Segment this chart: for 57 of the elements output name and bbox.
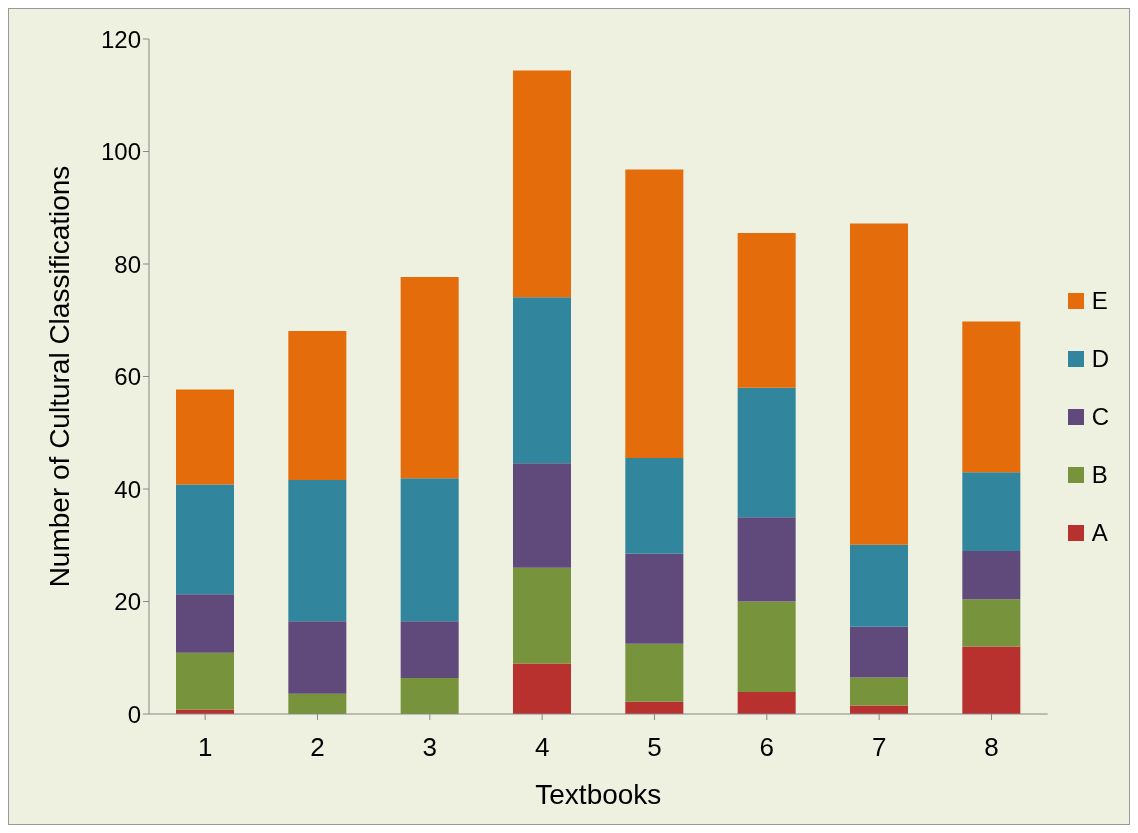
bar (849, 677, 908, 706)
bar (176, 652, 234, 710)
bar (400, 276, 459, 479)
bar (400, 621, 459, 678)
bar (288, 621, 347, 694)
bar (962, 550, 1021, 600)
bar (288, 480, 347, 622)
bar (288, 693, 347, 714)
bar (849, 544, 908, 627)
legend-label: D (1091, 344, 1109, 373)
bar (849, 223, 908, 545)
x-tick-label: 1 (197, 732, 213, 763)
y-tick-label: 120 (100, 25, 141, 53)
bar (962, 472, 1021, 551)
bar (513, 463, 571, 568)
legend-label: A (1091, 518, 1108, 547)
bar (288, 330, 347, 480)
y-tick-label: 80 (114, 250, 141, 278)
bar (737, 387, 796, 518)
x-tick-label: 2 (310, 732, 325, 763)
legend-label: B (1091, 460, 1108, 489)
bar (176, 484, 234, 595)
bar (513, 663, 571, 714)
bar (176, 389, 234, 485)
bar (962, 599, 1021, 647)
bar (176, 594, 234, 653)
bar (737, 233, 796, 388)
x-tick-label: 7 (871, 732, 887, 763)
y-tick-label: 40 (114, 475, 141, 503)
y-tick-label: 20 (114, 588, 141, 616)
x-tick-label: 8 (984, 732, 999, 763)
bar (400, 678, 459, 714)
x-tick-label: 5 (647, 732, 662, 763)
x-tick-label: 6 (759, 732, 775, 763)
bar (513, 297, 571, 464)
y-axis-title: Number of Cultural Classifications (43, 165, 75, 588)
y-tick-label: 60 (114, 363, 141, 391)
bar (400, 478, 459, 622)
bar (625, 643, 684, 702)
bar (737, 601, 796, 693)
bar (962, 646, 1021, 714)
bar (625, 458, 684, 554)
bar (737, 692, 796, 714)
bar (962, 321, 1021, 473)
legend-label: C (1091, 402, 1109, 431)
bar (625, 553, 684, 644)
x-axis-title: Textbooks (535, 779, 662, 810)
bar (737, 517, 796, 602)
y-tick-label: 100 (100, 138, 141, 166)
x-tick-label: 4 (534, 732, 550, 763)
legend-label: E (1091, 286, 1108, 315)
y-tick-label: 0 (127, 700, 141, 728)
x-tick-label: 3 (422, 732, 438, 763)
bar (849, 626, 908, 678)
bar (625, 169, 684, 459)
bar (513, 70, 571, 298)
bar (513, 567, 571, 664)
